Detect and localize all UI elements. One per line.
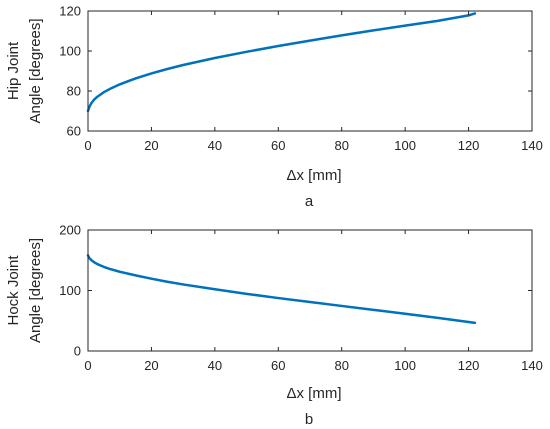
panel-a-xtick-label: 140 xyxy=(521,138,543,153)
panel-b-xtick-label: 80 xyxy=(334,358,348,373)
panel-b-xlabel: Δx [mm] xyxy=(286,385,341,402)
panel-a-xtick-label: 0 xyxy=(84,138,91,153)
panel-a-ytick-label: 60 xyxy=(67,124,81,139)
panel-a-axes-box xyxy=(87,10,533,132)
panel-b-series-line xyxy=(86,254,477,325)
panel-a-xtick-label: 100 xyxy=(394,138,416,153)
panel-a-xtick-label: 120 xyxy=(458,138,480,153)
panel-b-ylabel-line2: Angle [degrees] xyxy=(27,238,44,343)
panel-b-xtick-label: 20 xyxy=(144,358,158,373)
panel-b-ytick-label: 100 xyxy=(59,283,81,298)
panel-b-ytick-label: 200 xyxy=(59,223,81,238)
panel-a-caption-label: a xyxy=(305,193,314,210)
panel-b-ylabel-line1: Hock Joint xyxy=(5,255,22,326)
panel-a-ylabel-line1: Hip Joint xyxy=(5,41,22,100)
panel-b-xtick-label: 40 xyxy=(208,358,222,373)
panel-b-xtick-label: 0 xyxy=(84,358,91,373)
panel-a-xtick-label: 60 xyxy=(271,138,285,153)
panel-b-axes-box xyxy=(87,229,533,352)
panel-a-xtick-label: 40 xyxy=(208,138,222,153)
panel-a-ytick-label: 80 xyxy=(67,84,81,99)
panel-a-xlabel: Δx [mm] xyxy=(286,167,341,184)
panel-a-ylabel-line2: Angle [degrees] xyxy=(27,18,44,123)
panel-a-ytick-label: 100 xyxy=(59,44,81,59)
panel-a-ytick-label: 120 xyxy=(59,4,81,19)
panel-b-xtick-label: 140 xyxy=(521,358,543,373)
panel-a-series-line xyxy=(86,12,477,113)
panel-b-xtick-label: 60 xyxy=(271,358,285,373)
panel-a-xtick-label: 20 xyxy=(144,138,158,153)
panel-b-ytick-label: 0 xyxy=(74,344,81,359)
panel-b-caption-label: b xyxy=(305,411,313,428)
panel-b-xtick-label: 100 xyxy=(394,358,416,373)
panel-a-xtick-label: 80 xyxy=(334,138,348,153)
panel-b-xtick-label: 120 xyxy=(458,358,480,373)
